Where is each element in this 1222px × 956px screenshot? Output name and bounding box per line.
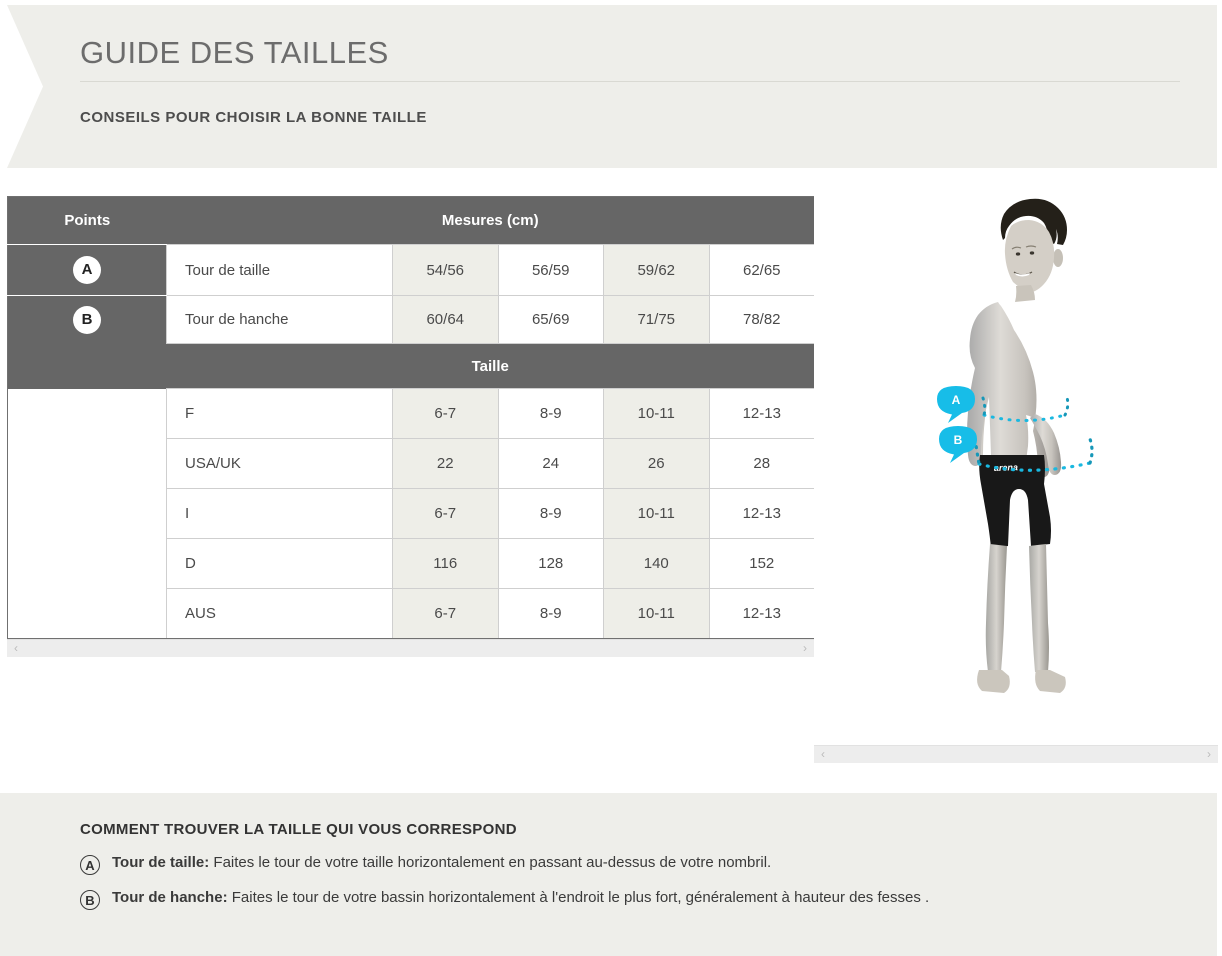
svg-text:A: A — [952, 393, 961, 407]
svg-text:B: B — [954, 433, 963, 447]
